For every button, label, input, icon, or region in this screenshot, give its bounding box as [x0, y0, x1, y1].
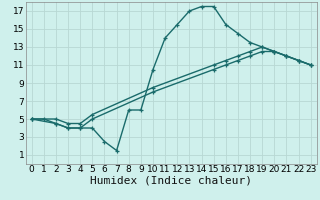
X-axis label: Humidex (Indice chaleur): Humidex (Indice chaleur) — [90, 176, 252, 186]
